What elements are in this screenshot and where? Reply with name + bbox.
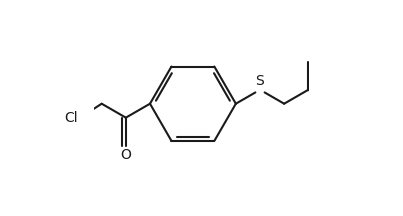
Text: S: S <box>256 74 264 88</box>
Text: Cl: Cl <box>64 111 77 125</box>
Text: O: O <box>120 148 131 162</box>
